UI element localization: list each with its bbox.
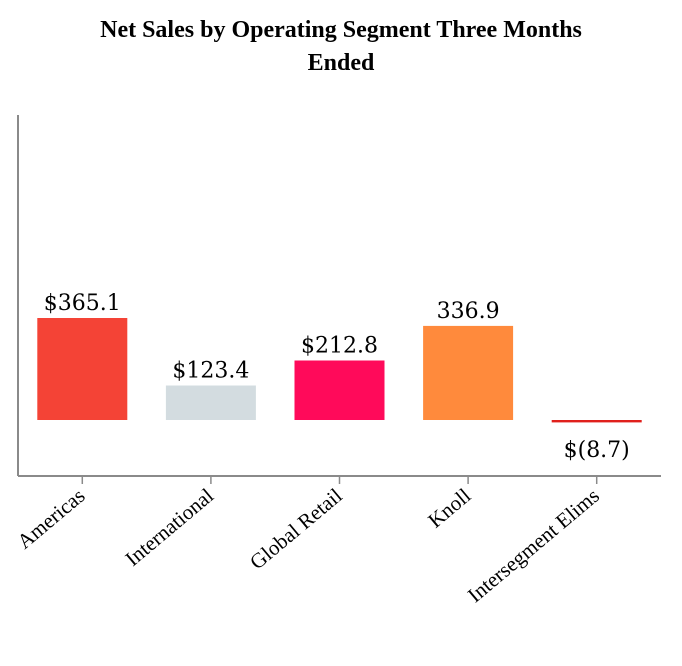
- category-label-0: Americas: [12, 483, 89, 553]
- bar-3: [423, 325, 514, 420]
- data-label-1: $123.4: [172, 359, 249, 384]
- data-label-0: $365.1: [44, 291, 121, 316]
- category-label-4: Intersegment Elims: [463, 483, 604, 607]
- data-label-4: $(8.7): [564, 438, 630, 463]
- category-label-1: International: [120, 483, 218, 570]
- bar-4: [551, 420, 642, 423]
- data-label-3: 336.9: [437, 299, 500, 324]
- category-label-2: Global Retail: [245, 483, 347, 574]
- chart-title-line-2: Ended: [307, 50, 375, 76]
- bar-2: [294, 360, 385, 420]
- category-label-3: Knoll: [423, 483, 475, 532]
- chart-title: Net Sales by Operating Segment Three Mon…: [0, 14, 682, 80]
- chart-title-line-1: Net Sales by Operating Segment Three Mon…: [100, 17, 582, 43]
- bar-1: [165, 385, 256, 420]
- data-label-2: $212.8: [301, 334, 378, 359]
- bar-0: [37, 318, 128, 420]
